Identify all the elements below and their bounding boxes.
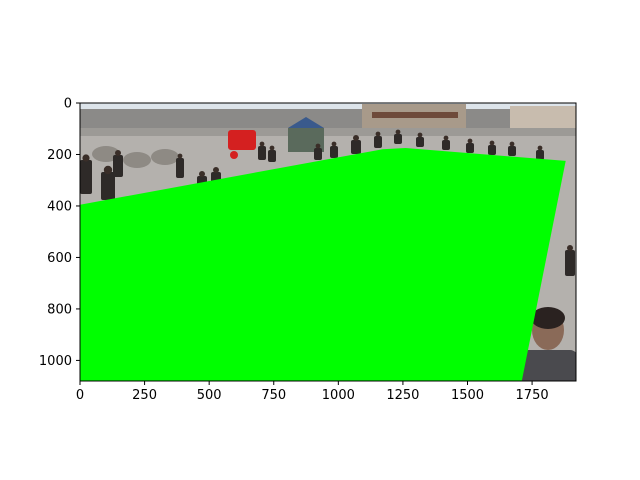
concrete-planter (123, 152, 151, 168)
pedestrian-head (467, 138, 473, 144)
pedestrian-head (315, 143, 321, 149)
pedestrian (416, 137, 424, 147)
pedestrian (351, 140, 361, 154)
building-roof (372, 112, 458, 118)
pedestrian-head (177, 153, 183, 159)
pedestrian (374, 136, 382, 148)
pedestrian (466, 143, 474, 153)
pedestrian (258, 146, 266, 160)
cart-wheel (230, 151, 238, 159)
y-tick-label: 200 (47, 148, 72, 163)
pedestrian-head (567, 245, 573, 251)
pedestrian-head (353, 135, 359, 141)
pedestrian (508, 146, 516, 156)
x-tick-label: 1250 (386, 388, 419, 403)
pedestrian-head (489, 140, 495, 146)
pedestrian (536, 150, 544, 160)
x-tick-label: 0 (76, 388, 84, 403)
x-tick-label: 750 (261, 388, 286, 403)
pedestrian-head (331, 141, 337, 147)
x-tick-label: 500 (197, 388, 222, 403)
pedestrian-head (537, 145, 543, 151)
x-tick-label: 1750 (516, 388, 549, 403)
pedestrian-head (115, 150, 121, 156)
pedestrian (113, 155, 123, 177)
x-axis: 0 250 500 750 1000 1250 1500 1750 (76, 381, 549, 403)
y-tick-label: 600 (47, 251, 72, 266)
plot-area (80, 103, 576, 381)
pedestrian-head (82, 154, 90, 162)
pedestrian-head (269, 145, 275, 151)
pedestrian-head (443, 135, 449, 141)
tent-roof (288, 117, 324, 128)
y-tick-label: 1000 (39, 354, 72, 369)
pedestrian (101, 172, 115, 200)
x-tick-label: 1500 (451, 388, 484, 403)
y-axis: 0 200 400 600 800 1000 (39, 97, 80, 369)
pedestrian (394, 134, 402, 144)
foreground-person-hair (531, 307, 565, 329)
y-tick-label: 400 (47, 199, 72, 214)
pedestrian (565, 250, 575, 276)
pedestrian-head (213, 167, 219, 173)
sky (80, 103, 576, 109)
pedestrian-head (395, 129, 401, 135)
segmentation-mask-polygon (80, 148, 566, 381)
red-cart (228, 130, 256, 150)
foreground-person-body (520, 350, 576, 381)
pedestrian-head (199, 171, 205, 177)
pedestrian (330, 146, 338, 158)
pedestrian (268, 150, 276, 162)
pedestrian-head (103, 165, 113, 175)
pedestrian-head (509, 141, 515, 147)
railing (80, 128, 576, 136)
pedestrian (176, 158, 184, 178)
pedestrian (314, 148, 322, 160)
y-tick-label: 0 (64, 97, 72, 112)
concrete-planter (151, 149, 179, 165)
pedestrian (442, 140, 450, 150)
y-tick-label: 800 (47, 302, 72, 317)
pedestrian (80, 160, 92, 194)
plot-frame (79, 102, 577, 382)
x-tick-label: 250 (132, 388, 157, 403)
x-tick-label: 1000 (322, 388, 355, 403)
pedestrian-head (417, 132, 423, 138)
pedestrian (488, 145, 496, 155)
pedestrian-head (259, 141, 265, 147)
pedestrian-head (375, 131, 381, 137)
